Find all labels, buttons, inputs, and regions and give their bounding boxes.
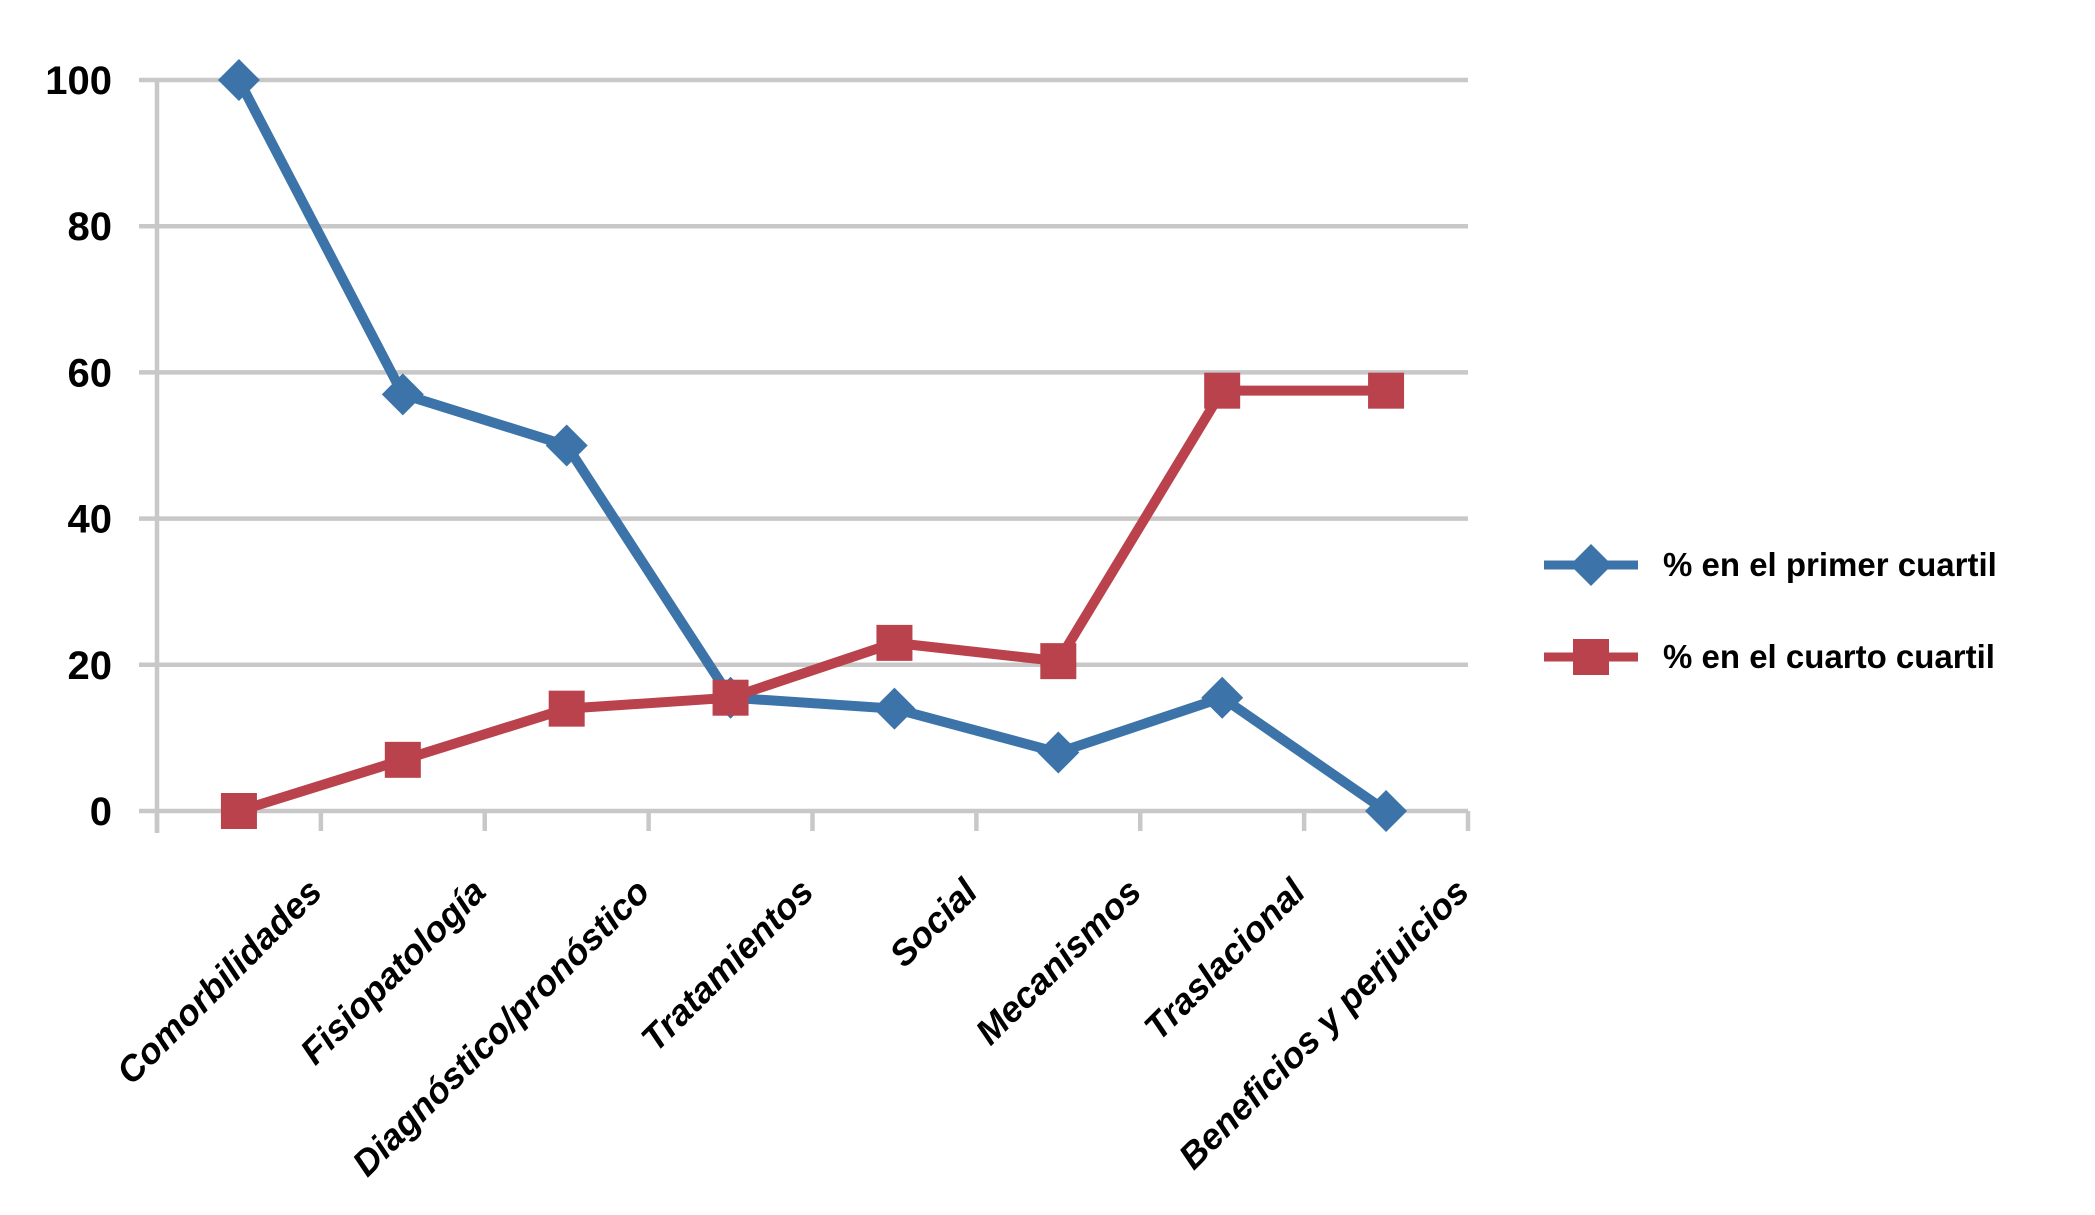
series-line	[237, 385, 1387, 816]
x-category-label: Comorbilidades	[108, 871, 329, 1092]
data-point-square	[1040, 643, 1077, 680]
legend-square	[1573, 639, 1609, 675]
series-2-square	[220, 372, 1405, 829]
legend-marker-diamond-icon	[1544, 544, 1638, 586]
data-point-square	[1368, 372, 1405, 409]
axes	[139, 77, 1471, 833]
y-tick-label: 0	[90, 790, 112, 834]
data-point-diamond	[1365, 790, 1408, 832]
x-category-label: Social	[881, 870, 986, 975]
x-category-label: Tratamientos	[633, 871, 821, 1059]
y-tick-label: 20	[68, 644, 113, 688]
data-point-diamond	[217, 59, 260, 101]
series-lines	[217, 59, 1408, 832]
data-point-square	[548, 690, 585, 727]
data-point-diamond	[545, 424, 588, 467]
series-line	[234, 77, 1389, 816]
data-point-square	[712, 679, 749, 716]
gridlines	[157, 77, 1468, 814]
x-category-label: Diagnóstico/pronóstico	[344, 871, 657, 1184]
y-tick-label: 40	[68, 498, 113, 542]
y-tick-label: 100	[45, 59, 112, 103]
legend: % en el primer cuartil % en el cuarto cua…	[1544, 532, 1997, 690]
x-category-label: Mecanismos	[967, 871, 1149, 1053]
data-point-square	[1204, 372, 1241, 409]
data-point-diamond	[1201, 676, 1244, 719]
x-category-labels: ComorbilidadesFisiopatologíaDiagnóstico/…	[108, 870, 1476, 1184]
data-point-square	[220, 793, 257, 829]
data-point-square	[384, 741, 421, 778]
data-point-diamond	[1037, 731, 1080, 774]
x-category-label: Beneficios y perjuicios	[1170, 871, 1476, 1177]
legend-diamond	[1570, 544, 1612, 586]
y-axis-labels: 0 20 40 60 80 100	[45, 59, 112, 834]
x-category-label: Traslacional	[1136, 870, 1314, 1048]
legend-marker-square-icon	[1544, 639, 1638, 675]
legend-item: % en el cuarto cuartil	[1544, 624, 1997, 690]
legend-item: % en el primer cuartil	[1544, 532, 1997, 598]
legend-label: % en el cuarto cuartil	[1663, 638, 1995, 675]
data-point-diamond	[381, 373, 424, 416]
data-point-square	[876, 624, 913, 661]
data-point-diamond	[873, 687, 916, 730]
y-tick-label: 60	[68, 351, 113, 395]
y-tick-label: 80	[68, 205, 113, 249]
series-1-diamond	[217, 59, 1408, 832]
legend-label: % en el primer cuartil	[1663, 546, 1997, 583]
